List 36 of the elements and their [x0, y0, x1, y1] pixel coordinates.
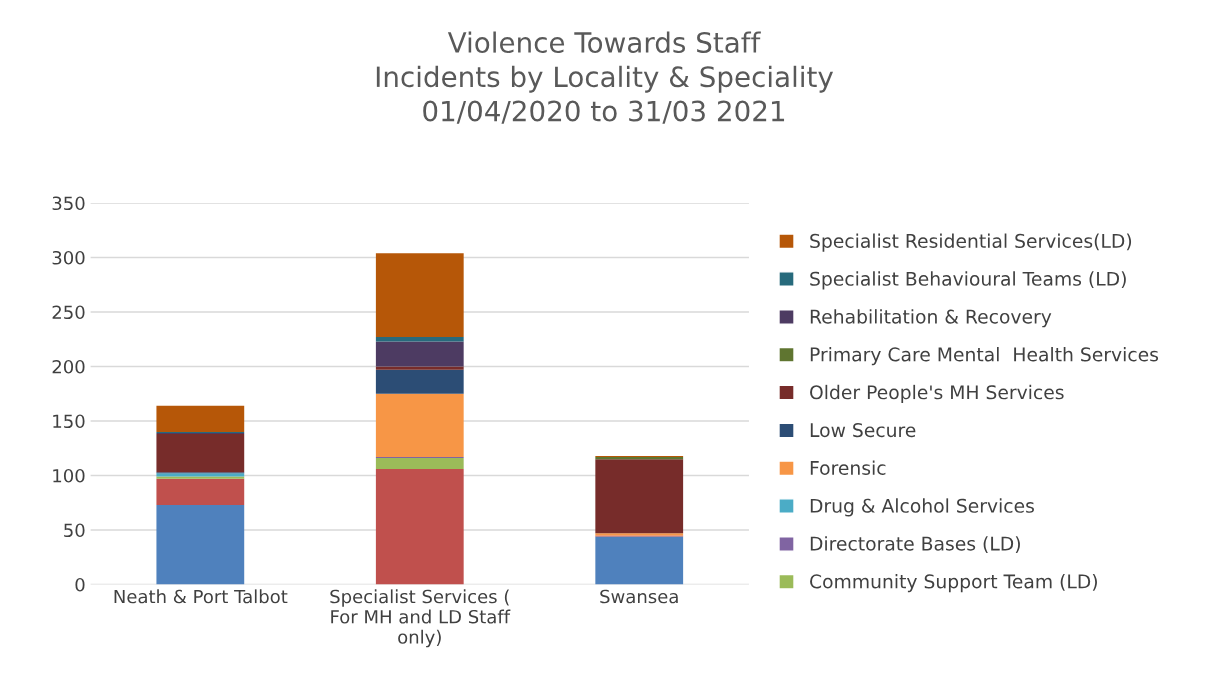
bar: [595, 459, 684, 534]
legend-label: Rehabilitation & Recovery: [810, 309, 1052, 328]
y-tick-label: 350: [52, 196, 85, 211]
y-tick-label: 200: [52, 359, 85, 374]
bar: [156, 405, 245, 432]
bar: [156, 434, 245, 473]
y-tick-label: 150: [53, 414, 85, 429]
bar: [375, 366, 464, 370]
legend-label: Older People's MH Services: [810, 384, 1064, 403]
legend-label: Specialist Residential Services(LD): [810, 233, 1132, 252]
y-tick-label: 0: [75, 577, 85, 592]
bar: [595, 536, 684, 585]
legend-label: Community Support Team (LD): [810, 574, 1097, 593]
x-tick-label: Swansea: [600, 589, 678, 604]
bar: [375, 253, 464, 338]
legend-label: Directorate Bases (LD): [810, 536, 1020, 553]
y-tick-label: 300: [52, 250, 85, 265]
bar: [156, 504, 245, 585]
bar: [375, 341, 464, 367]
bar: [156, 478, 245, 505]
legend-label: Low Secure: [810, 423, 916, 438]
legend-label: Specialist Behavioural Teams (LD): [810, 271, 1126, 290]
bar: [375, 458, 464, 469]
y-tick-label: 100: [53, 468, 85, 483]
bar: [375, 369, 464, 394]
bar: [375, 468, 464, 585]
x-tick-label: Specialist Services ( For MH and LD Staff only): [330, 589, 511, 648]
chart-title: Violence Towards Staff Incidents by Locality & Speciality 01/04/2020 to 31/03 2021: [376, 31, 834, 124]
y-tick-label: 250: [52, 305, 85, 320]
y-tick-label: 50: [64, 523, 85, 538]
x-tick-label: Neath & Port Talbot: [114, 589, 288, 604]
legend-label: Primary Care Mental Health Services: [810, 347, 1159, 366]
legend-label: Forensic: [810, 460, 886, 476]
bar: [375, 337, 464, 342]
legend-label: Drug & Alcohol Services: [810, 498, 1034, 517]
bar: [375, 393, 464, 457]
